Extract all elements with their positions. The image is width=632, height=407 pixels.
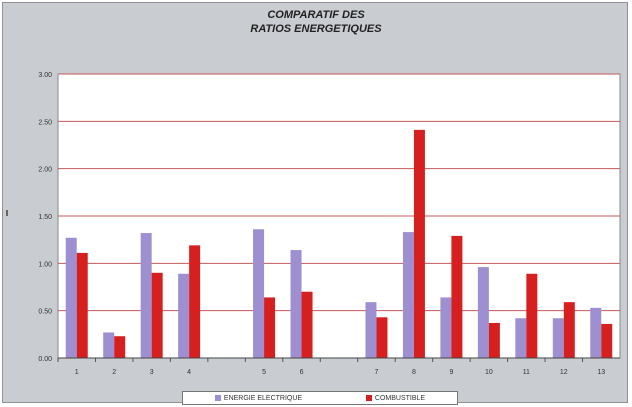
legend-label-electrique: ENERGIE ELECTRIQUE (223, 394, 303, 402)
bar-combustible (189, 245, 201, 358)
y-tick-label: 1.50 (38, 214, 52, 221)
bar-combustible (376, 317, 388, 358)
bar-electrique (477, 267, 489, 358)
x-tick-label: 2 (112, 369, 116, 376)
x-tick-label: 13 (597, 369, 605, 376)
y-tick-label: 3.00 (38, 72, 52, 79)
bar-combustible (601, 323, 613, 358)
bar-electrique (590, 307, 602, 358)
y-tick-label: 0.00 (38, 356, 52, 363)
y-tick-label: 2.00 (38, 167, 52, 174)
bar-combustible (76, 252, 88, 358)
bar-combustible (563, 302, 575, 358)
bar-combustible (526, 273, 538, 358)
bar-combustible (451, 235, 463, 358)
x-tick-label: 1 (75, 369, 79, 376)
legend-label-combustible: COMBUSTIBLE (374, 394, 426, 402)
bar-combustible (151, 272, 163, 358)
legend-swatch-electrique (214, 395, 221, 401)
y-tick-label: 2.50 (38, 119, 52, 126)
bar-combustible (301, 291, 313, 358)
legend: ENERGIE ELECTRIQUE COMBUSTIBLE (182, 391, 458, 405)
bar-electrique (402, 232, 414, 358)
y-axis-label (6, 210, 8, 216)
bar-electrique (65, 237, 77, 358)
bar-electrique (178, 273, 190, 358)
bar-electrique (440, 297, 452, 358)
legend-item-combustible: COMBUSTIBLE (365, 394, 426, 402)
x-tick-label: 5 (262, 369, 266, 376)
bar-electrique (515, 318, 527, 358)
x-tick-label: 8 (412, 369, 416, 376)
x-tick-label: 7 (375, 369, 379, 376)
x-tick-label: 10 (485, 369, 493, 376)
bar-electrique (552, 318, 564, 358)
bar-combustible (413, 129, 425, 358)
bar-combustible (264, 297, 276, 358)
legend-item-electrique: ENERGIE ELECTRIQUE (214, 394, 303, 402)
bar-combustible (488, 322, 500, 358)
y-tick-label: 1.00 (38, 261, 52, 268)
bar-electrique (103, 332, 115, 358)
x-tick-label: 3 (150, 369, 154, 376)
x-tick-label: 4 (187, 369, 191, 376)
chart-title: COMPARATIF DES RATIOS ENERGETIQUES (250, 9, 382, 35)
legend-swatch-combustible (365, 395, 372, 401)
x-tick-label: 6 (300, 369, 304, 376)
x-tick-label: 12 (560, 369, 568, 376)
bar-combustible (114, 336, 126, 358)
y-tick-label: 0.50 (38, 309, 52, 316)
bar-electrique (290, 250, 302, 358)
bar-electrique (365, 302, 377, 358)
bar-electrique (253, 229, 265, 358)
bar-electrique (140, 233, 152, 358)
x-tick-label: 11 (523, 369, 530, 376)
x-tick-label: 9 (449, 369, 453, 376)
